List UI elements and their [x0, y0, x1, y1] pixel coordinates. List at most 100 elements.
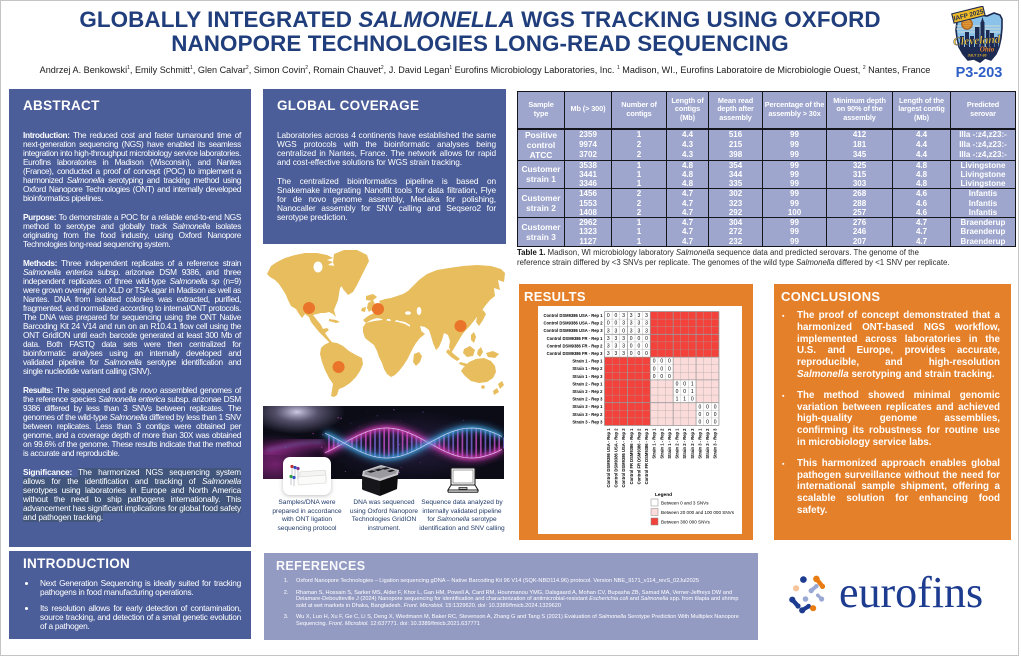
svg-text:0: 0: [714, 404, 717, 410]
svg-text:3: 3: [637, 321, 640, 327]
svg-text:Control DSM9386 FR - Rep 1: Control DSM9386 FR - Rep 1: [547, 336, 604, 341]
svg-text:Control DSM9386 USA - Rep 2: Control DSM9386 USA - Rep 2: [614, 428, 619, 488]
svg-text:Strain 2 - Rep 3: Strain 2 - Rep 3: [690, 428, 695, 459]
svg-text:Strain 3 - Rep 3: Strain 3 - Rep 3: [572, 419, 603, 424]
svg-text:3: 3: [645, 313, 648, 319]
svg-text:0: 0: [637, 336, 640, 342]
svg-text:0: 0: [683, 382, 686, 388]
svg-text:0: 0: [637, 344, 640, 350]
svg-text:3: 3: [645, 328, 648, 334]
svg-text:0: 0: [660, 359, 663, 365]
svg-text:0: 0: [630, 336, 633, 342]
svg-text:0: 0: [683, 389, 686, 395]
svg-text:Strain 2 - Rep 2: Strain 2 - Rep 2: [572, 389, 603, 394]
svg-text:Control DSM9386 FR - Rep 2: Control DSM9386 FR - Rep 2: [547, 343, 604, 348]
svg-text:0: 0: [653, 359, 656, 365]
svg-text:Control DSM9386 USA - Rep 3: Control DSM9386 USA - Rep 3: [621, 428, 626, 488]
svg-text:Control FR DSM9386 - Rep 2: Control FR DSM9386 - Rep 2: [636, 428, 641, 485]
svg-text:0: 0: [668, 359, 671, 365]
svg-text:3: 3: [630, 321, 633, 327]
svg-text:Strain 3 - Rep 2: Strain 3 - Rep 2: [705, 428, 710, 459]
svg-text:Control FR DSM9386 - Rep 1: Control FR DSM9386 - Rep 1: [629, 428, 634, 485]
svg-text:0: 0: [622, 328, 625, 334]
svg-text:Strain 1 - Rep 3: Strain 1 - Rep 3: [667, 428, 672, 459]
svg-text:Between 0 and 3 SNVs: Between 0 and 3 SNVs: [661, 501, 709, 506]
svg-text:Control DSM9386 USA - Rep 1: Control DSM9386 USA - Rep 1: [544, 313, 604, 318]
svg-text:Control FR DSM9386 - Rep 3: Control FR DSM9386 - Rep 3: [644, 428, 649, 485]
svg-text:0: 0: [653, 374, 656, 380]
svg-text:Control DSM9386 FR - Rep 3: Control DSM9386 FR - Rep 3: [547, 351, 604, 356]
svg-text:Strain 3 - Rep 3: Strain 3 - Rep 3: [713, 428, 718, 459]
svg-text:0: 0: [698, 404, 701, 410]
svg-text:3: 3: [622, 336, 625, 342]
svg-text:3: 3: [607, 336, 610, 342]
svg-text:3: 3: [630, 328, 633, 334]
svg-text:1: 1: [691, 382, 694, 388]
svg-text:1: 1: [683, 397, 686, 403]
svg-text:0: 0: [714, 412, 717, 418]
svg-text:JULY 27-30: JULY 27-30: [968, 54, 987, 58]
svg-text:Control DSM9386 USA - Rep 1: Control DSM9386 USA - Rep 1: [606, 428, 611, 488]
svg-text:Strain 1 - Rep 2: Strain 1 - Rep 2: [659, 428, 664, 459]
svg-text:0: 0: [706, 412, 709, 418]
svg-text:3: 3: [622, 313, 625, 319]
svg-text:0: 0: [676, 382, 679, 388]
svg-text:0: 0: [645, 344, 648, 350]
svg-text:Ohio: Ohio: [980, 46, 995, 54]
svg-text:3: 3: [622, 351, 625, 357]
svg-text:Strain 3 - Rep 2: Strain 3 - Rep 2: [572, 412, 603, 417]
svg-text:0: 0: [660, 374, 663, 380]
svg-text:Control DSM9386 USA - Rep 2: Control DSM9386 USA - Rep 2: [544, 321, 604, 326]
svg-text:3: 3: [645, 321, 648, 327]
svg-text:0: 0: [668, 366, 671, 372]
svg-text:0: 0: [615, 321, 618, 327]
svg-text:3: 3: [622, 344, 625, 350]
svg-text:Strain 3 - Rep 1: Strain 3 - Rep 1: [572, 404, 603, 409]
svg-text:3: 3: [615, 344, 618, 350]
svg-text:3: 3: [622, 321, 625, 327]
svg-text:Strain 2 - Rep 1: Strain 2 - Rep 1: [675, 428, 680, 459]
svg-text:Strain 1 - Rep 1: Strain 1 - Rep 1: [652, 428, 657, 459]
svg-text:3: 3: [607, 328, 610, 334]
svg-text:Control DSM9386 USA - Rep 3: Control DSM9386 USA - Rep 3: [544, 328, 604, 333]
svg-text:Strain 2 - Rep 2: Strain 2 - Rep 2: [682, 428, 687, 459]
svg-text:0: 0: [615, 313, 618, 319]
svg-text:Strain 1 - Rep 3: Strain 1 - Rep 3: [572, 374, 603, 379]
svg-text:3: 3: [615, 351, 618, 357]
svg-text:Strain 1 - Rep 2: Strain 1 - Rep 2: [572, 366, 603, 371]
svg-text:0: 0: [630, 351, 633, 357]
svg-text:0: 0: [706, 420, 709, 426]
svg-text:1: 1: [676, 397, 679, 403]
svg-text:3: 3: [607, 344, 610, 350]
svg-text:Cleveland: Cleveland: [953, 34, 1001, 48]
svg-text:0: 0: [607, 321, 610, 327]
svg-text:Strain 2 - Rep 3: Strain 2 - Rep 3: [572, 397, 603, 402]
svg-text:1: 1: [691, 389, 694, 395]
svg-text:Between 20 000 and 100 000 SNV: Between 20 000 and 100 000 SNVs: [661, 510, 735, 515]
svg-text:0: 0: [691, 397, 694, 403]
svg-text:Between 300 000 SNVs: Between 300 000 SNVs: [661, 520, 710, 525]
svg-text:0: 0: [645, 351, 648, 357]
svg-text:0: 0: [653, 366, 656, 372]
svg-text:0: 0: [645, 336, 648, 342]
svg-text:Legend: Legend: [655, 492, 672, 498]
svg-text:0: 0: [660, 366, 663, 372]
svg-text:3: 3: [615, 336, 618, 342]
svg-text:0: 0: [630, 344, 633, 350]
svg-text:0: 0: [698, 412, 701, 418]
svg-text:3: 3: [637, 313, 640, 319]
svg-text:3: 3: [615, 328, 618, 334]
svg-text:3: 3: [630, 313, 633, 319]
svg-text:Strain 2 - Rep 1: Strain 2 - Rep 1: [572, 381, 603, 386]
svg-text:3: 3: [637, 328, 640, 334]
svg-text:0: 0: [637, 351, 640, 357]
svg-text:0: 0: [676, 389, 679, 395]
svg-text:3: 3: [607, 351, 610, 357]
svg-text:0: 0: [607, 313, 610, 319]
svg-text:Strain 3 - Rep 1: Strain 3 - Rep 1: [697, 428, 702, 459]
svg-text:0: 0: [706, 404, 709, 410]
svg-text:0: 0: [698, 420, 701, 426]
svg-text:Strain 1 - Rep 1: Strain 1 - Rep 1: [572, 359, 603, 364]
svg-text:0: 0: [714, 420, 717, 426]
svg-text:0: 0: [668, 374, 671, 380]
